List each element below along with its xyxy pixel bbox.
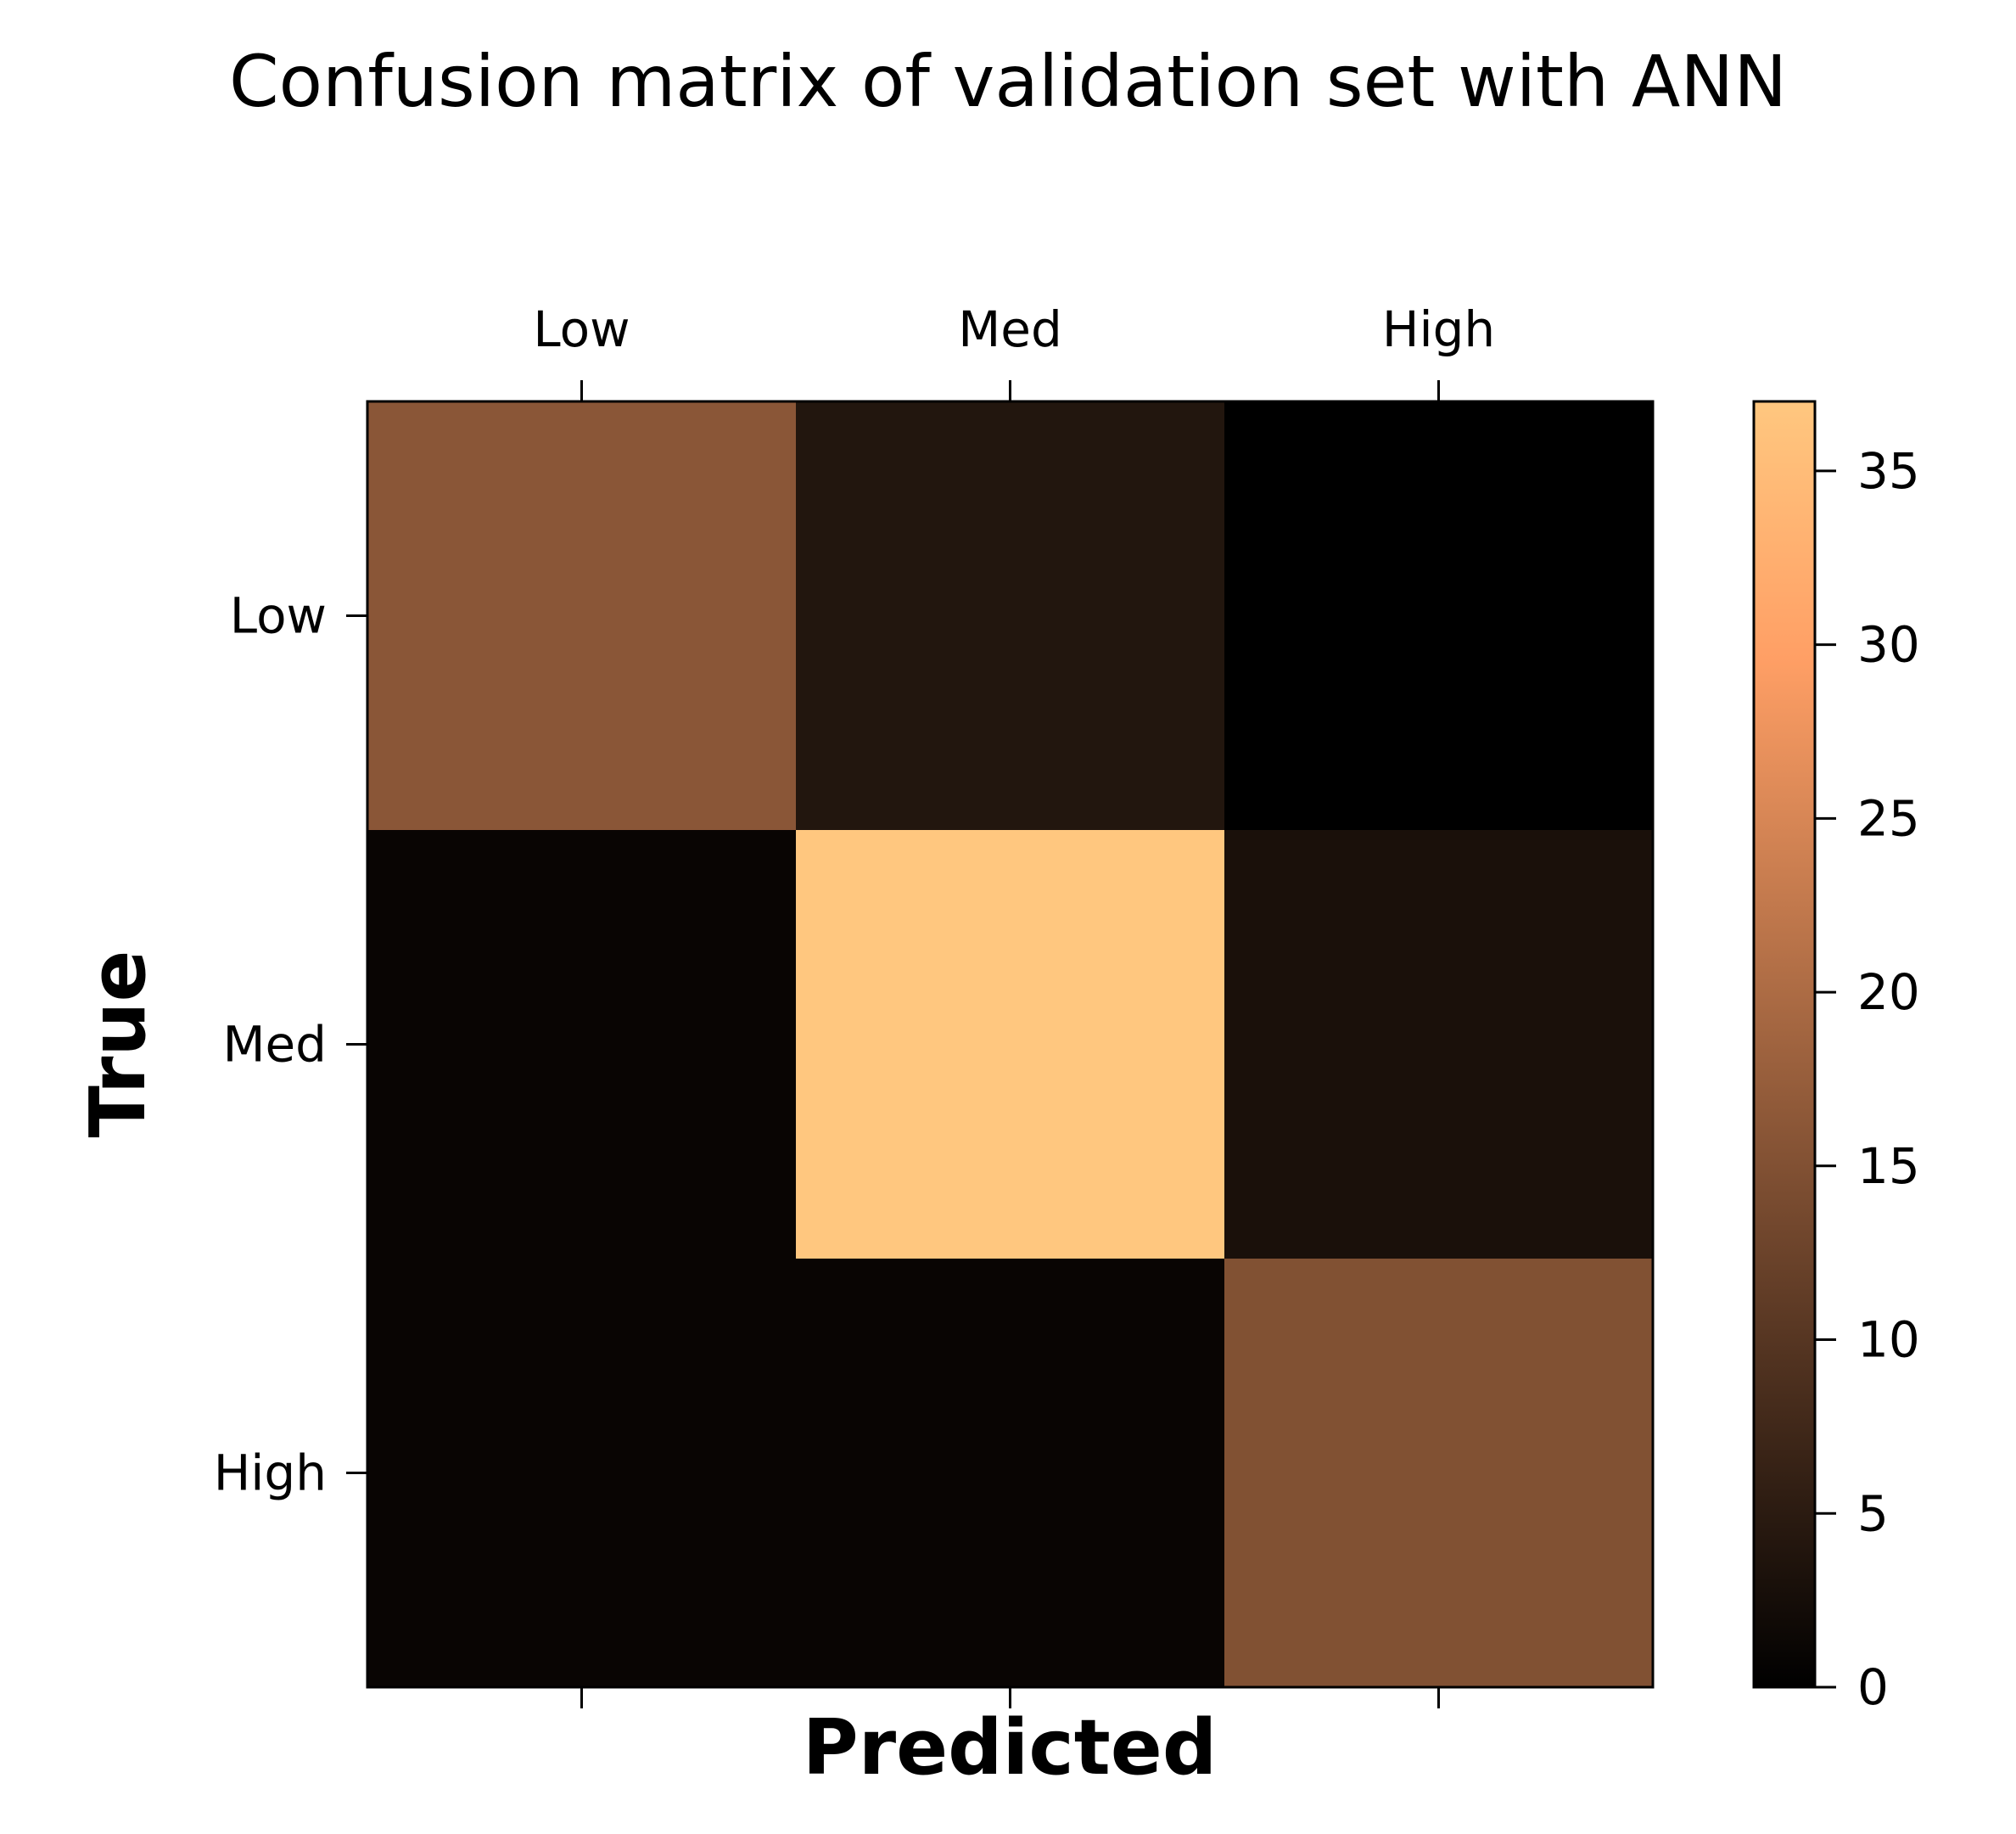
colorbar-tick-label: 30 xyxy=(1857,616,1920,674)
cell-high-med xyxy=(796,1259,1225,1688)
chart-title: Confusion matrix of validation set with … xyxy=(229,40,1787,123)
x-axis-ticks: Low Med High xyxy=(533,300,1495,1708)
cell-med-low xyxy=(367,830,797,1259)
colorbar-tick-label: 15 xyxy=(1857,1137,1920,1195)
y-axis-ticks: Low Med High xyxy=(214,587,367,1502)
colorbar-tick-label: 0 xyxy=(1857,1658,1889,1716)
cell-high-low xyxy=(367,1259,797,1688)
colorbar-tick-label: 10 xyxy=(1857,1311,1920,1369)
x-tick-label: Low xyxy=(533,300,630,358)
cell-high-high xyxy=(1224,1259,1654,1688)
y-tick-label: Low xyxy=(230,587,327,645)
y-tick-label: Med xyxy=(222,1016,327,1074)
heatmap-cells xyxy=(367,401,1654,1688)
colorbar-tick-label: 5 xyxy=(1857,1484,1889,1542)
colorbar-tick-label: 35 xyxy=(1857,442,1920,500)
cell-low-med xyxy=(796,401,1225,831)
y-tick-label: High xyxy=(214,1444,327,1502)
x-tick-label: Med xyxy=(958,300,1062,358)
cell-low-low xyxy=(367,401,797,831)
colorbar-tick-label: 20 xyxy=(1857,963,1920,1021)
colorbar-tick-label: 25 xyxy=(1857,789,1920,847)
x-tick-label: High xyxy=(1382,300,1495,358)
x-axis-label: Predicted xyxy=(803,1703,1218,1792)
colorbar xyxy=(1752,400,1817,1689)
cell-med-med xyxy=(796,830,1225,1259)
colorbar-ticks: 0 5 10 15 20 25 30 35 xyxy=(1815,442,1920,1716)
cell-med-high xyxy=(1224,830,1654,1259)
y-axis-label: True xyxy=(74,950,163,1137)
cell-low-high xyxy=(1224,401,1654,831)
